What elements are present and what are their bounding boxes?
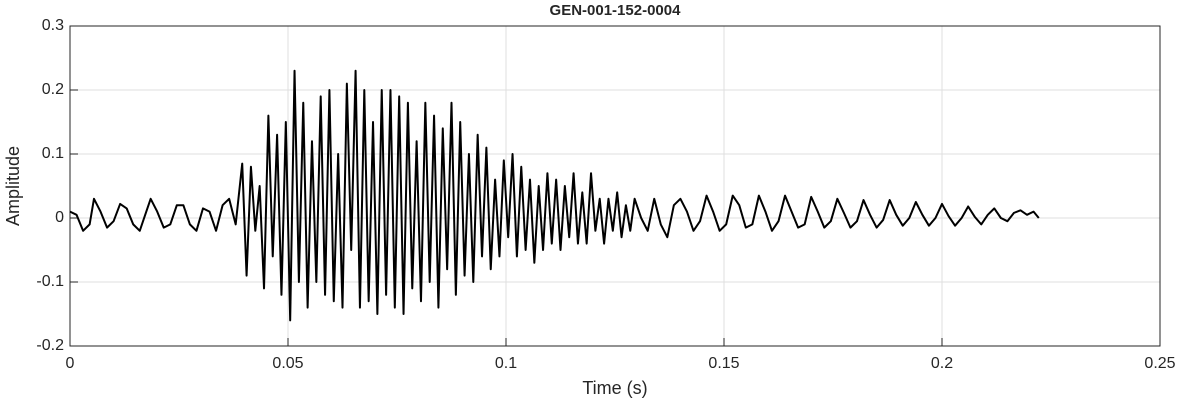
- x-tick-label: 0: [66, 355, 75, 372]
- chart-title: GEN-001-152-0004: [550, 2, 682, 19]
- x-tick-label: 0.1: [495, 355, 517, 372]
- y-tick-label: 0.1: [42, 145, 64, 162]
- x-tick-label: 0.05: [272, 355, 303, 372]
- x-tick-label: 0.2: [931, 355, 953, 372]
- y-tick-label: 0.3: [42, 17, 64, 34]
- axes-box: [69, 25, 1161, 347]
- x-tick-label: 0.15: [708, 355, 739, 372]
- x-axis-label: Time (s): [582, 378, 647, 398]
- x-tick-label: 0.25: [1144, 355, 1175, 372]
- y-tick-label: 0: [55, 209, 64, 226]
- y-tick-label: -0.1: [36, 273, 64, 290]
- y-tick-label: 0.2: [42, 81, 64, 98]
- signal-line: [69, 69, 1040, 322]
- y-axis-label: Amplitude: [3, 146, 23, 226]
- y-tick-label: -0.2: [36, 337, 64, 354]
